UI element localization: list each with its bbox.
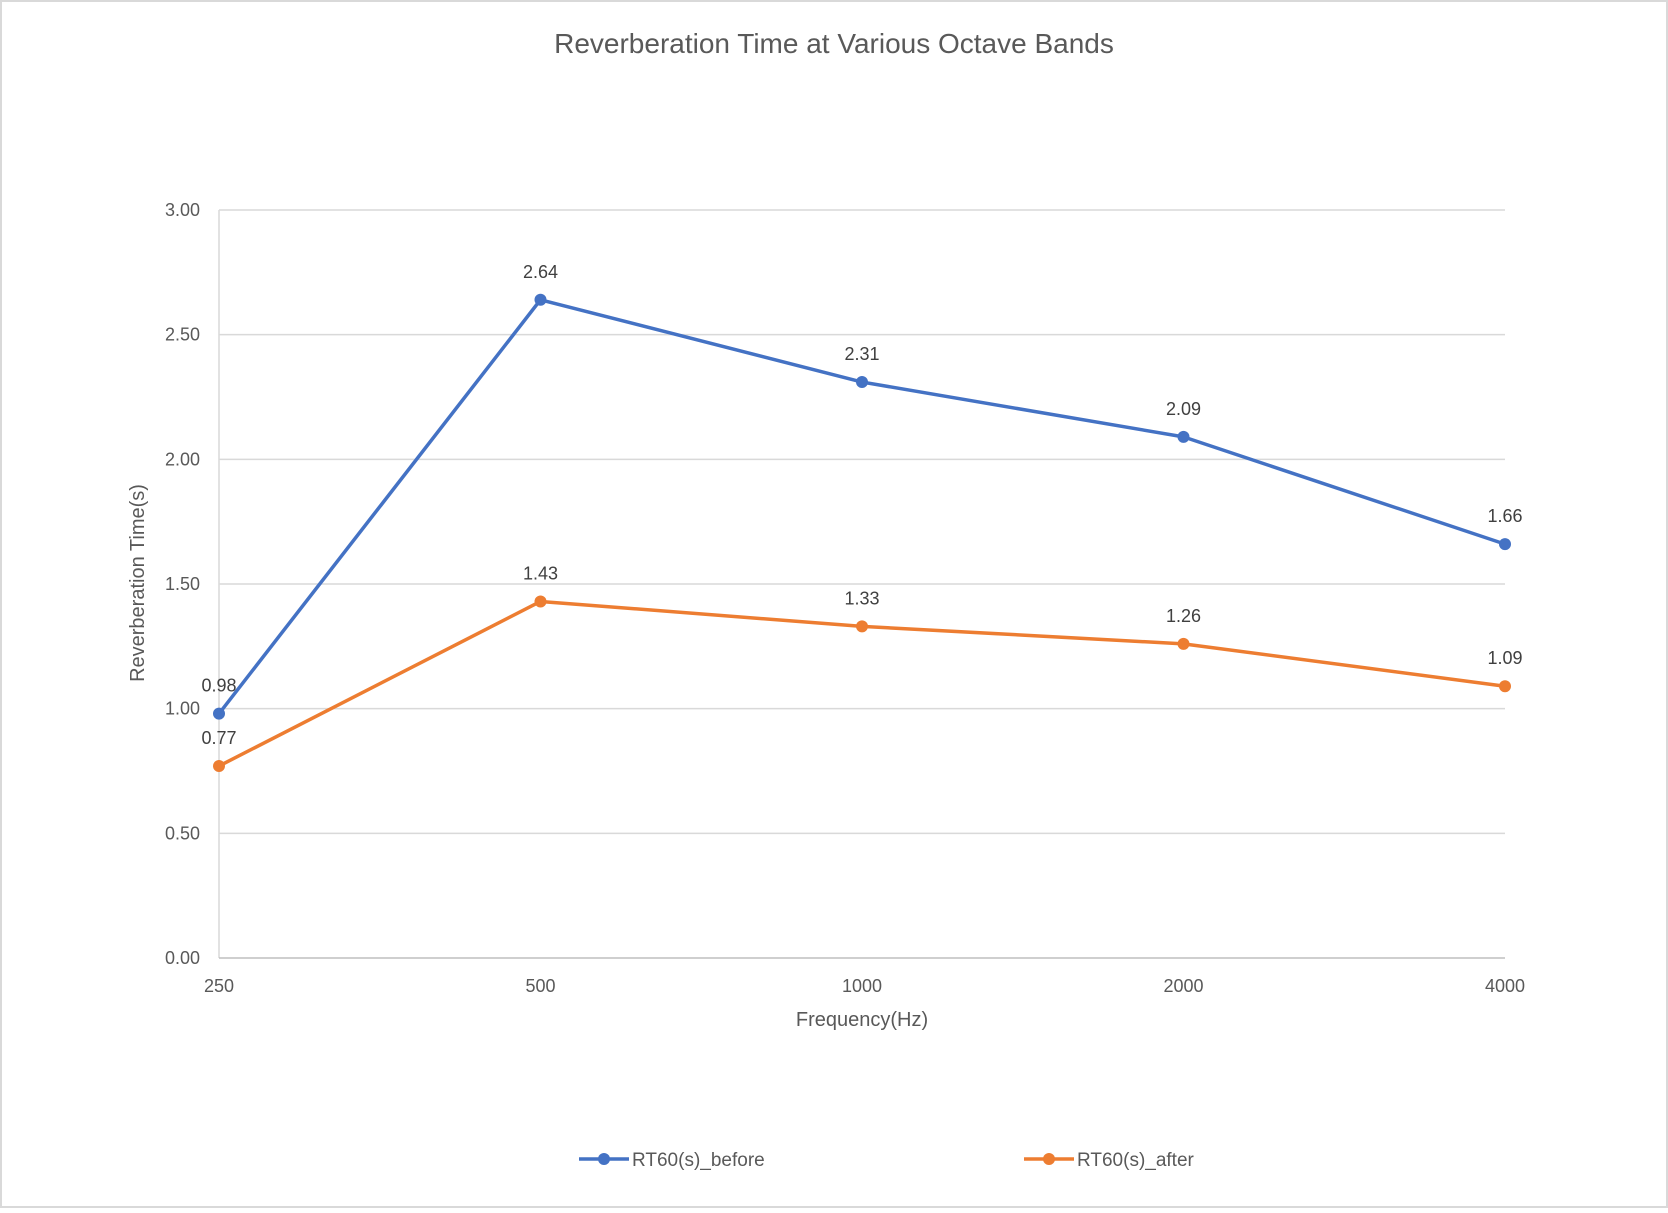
y-axis-title: Reverberation Time(s) [127,484,149,682]
series-0 [213,293,1511,720]
y-tick-label: 1.50 [165,574,200,594]
data-point [856,376,868,389]
series [213,293,1511,773]
x-tick-label: 1000 [842,976,882,996]
data-point [1499,538,1511,551]
data-label: 1.09 [1487,648,1522,668]
gridlines [219,209,1505,835]
y-tick-labels: 0.00 0.50 1.00 1.50 2.00 2.50 3.00 [165,200,200,968]
y-tick-label: 0.00 [165,948,200,968]
data-point [1499,680,1511,693]
x-tick-label: 2000 [1163,976,1203,996]
data-point [1177,430,1190,443]
data-label: 1.43 [523,563,558,583]
y-tick-label: 2.50 [165,325,200,345]
legend-item-0[interactable]: RT60(s)_before [579,1150,765,1171]
data-label: 2.09 [1166,399,1201,419]
axes [218,210,1505,959]
series-1 [213,595,1511,773]
data-point [534,595,547,608]
data-point [856,620,868,633]
data-label: 2.64 [523,262,558,282]
data-point [534,293,547,306]
x-tick-label: 250 [204,976,234,996]
chart-title: Reverberation Time at Various Octave Ban… [554,28,1114,59]
data-label: 1.26 [1166,606,1201,626]
data-labels: 0.98 2.64 2.31 2.09 1.66 0.77 1.43 1.33 1.26 1.09 [201,262,1522,748]
legend-label: RT60(s)_before [632,1150,765,1171]
y-tick-label: 0.50 [165,823,200,843]
y-tick-label: 3.00 [165,200,200,220]
legend-swatch-marker [1043,1153,1055,1165]
y-tick-label: 1.00 [165,699,200,719]
data-point [213,707,225,720]
data-label: 2.31 [844,344,879,364]
data-label: 0.98 [201,676,236,696]
y-tick-label: 2.00 [165,449,200,469]
data-point [213,760,225,773]
legend[interactable]: RT60(s)_before RT60(s)_after [579,1150,1195,1171]
x-axis-title: Frequency(Hz) [796,1009,928,1031]
x-tick-labels: 250 500 1000 2000 4000 [204,976,1525,996]
data-label: 0.77 [201,728,236,748]
x-tick-label: 500 [525,976,555,996]
x-tick-label: 4000 [1485,976,1525,996]
legend-swatch-marker [598,1153,610,1165]
data-label: 1.33 [844,588,879,608]
legend-item-1[interactable]: RT60(s)_after [1024,1150,1195,1171]
data-point [1177,637,1190,650]
legend-label: RT60(s)_after [1077,1150,1195,1171]
data-label: 1.66 [1487,506,1522,526]
